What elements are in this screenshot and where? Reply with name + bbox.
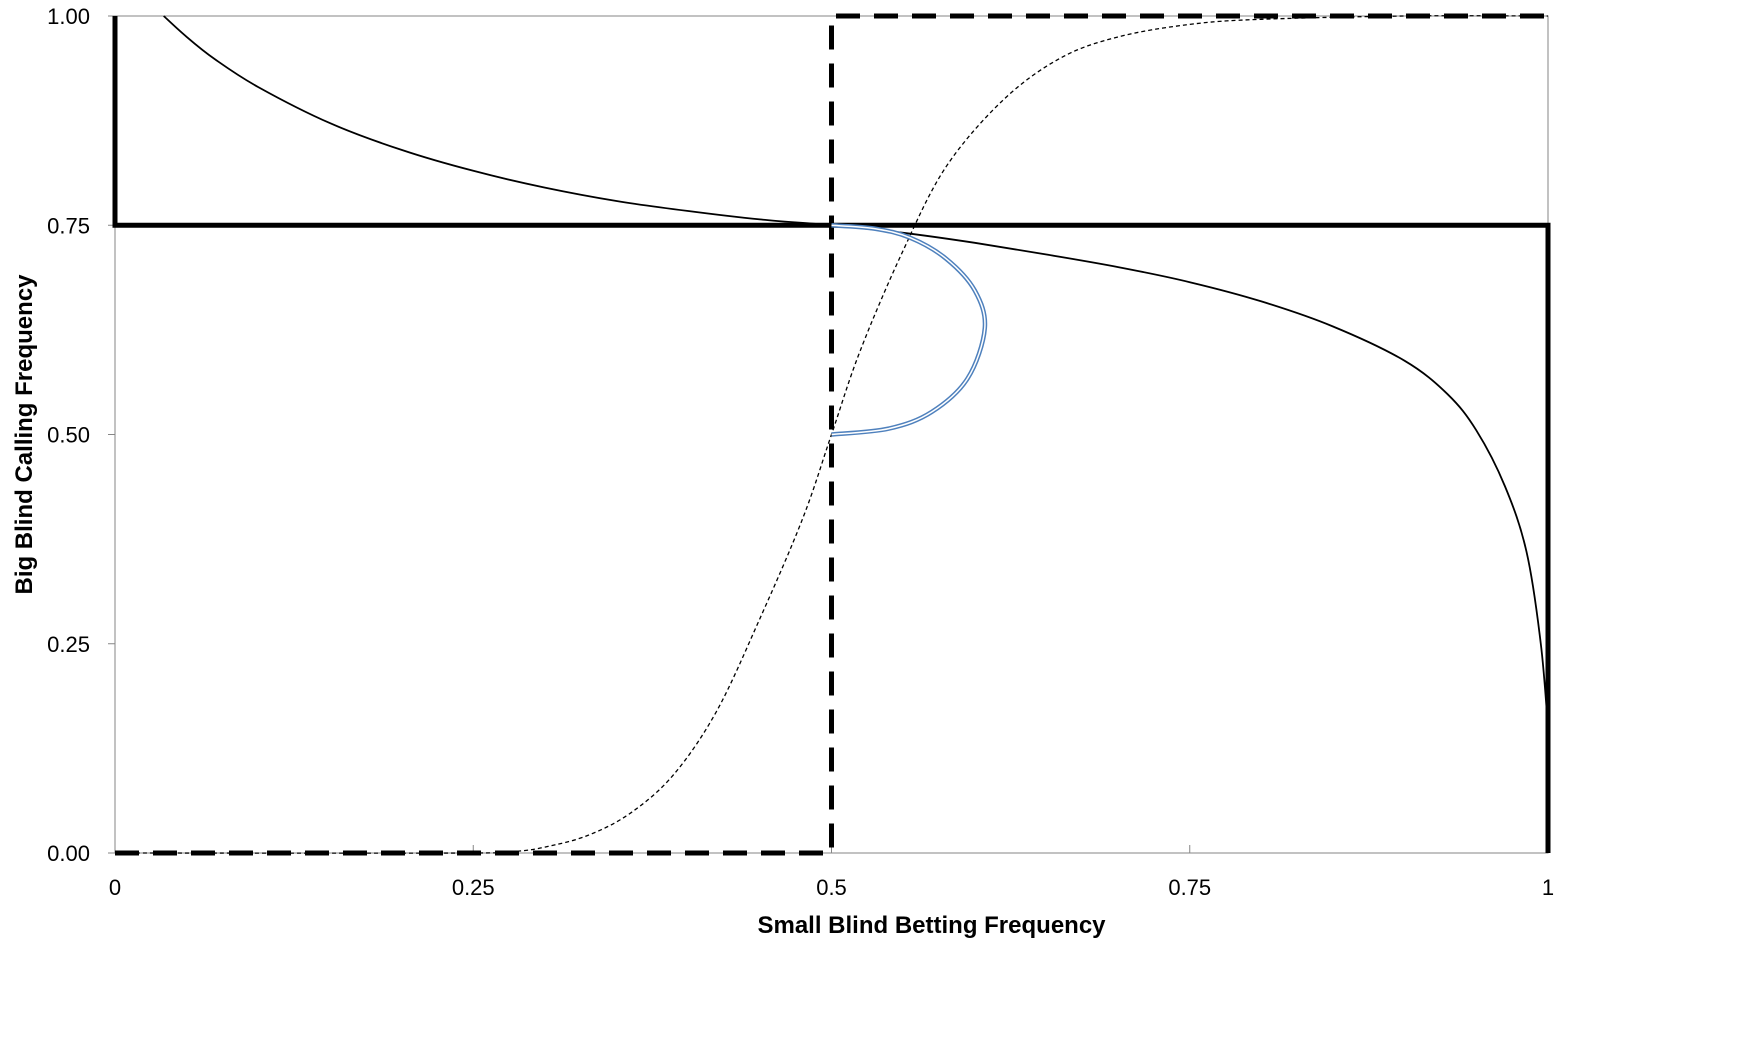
y-tick-label: 1.00	[47, 4, 90, 29]
x-tick-label: 0.75	[1168, 875, 1211, 900]
series-line-sb-indifference	[114, 15, 1549, 854]
x-tick-label: 0	[109, 875, 121, 900]
y-tick-label: 0.75	[47, 213, 90, 238]
x-tick-label: 0.25	[452, 875, 495, 900]
series-line-sb-best-response	[115, 13, 1548, 856]
series-line-bb-indifference	[163, 15, 1549, 728]
y-tick-label: 0.00	[47, 841, 90, 866]
y-axis-ticks: 0.00 0.25 0.50 0.75 1.00	[47, 4, 115, 866]
y-tick-label: 0.50	[47, 423, 90, 448]
y-axis-title: Big Blind Calling Frequency	[11, 274, 38, 595]
series-line-trajectory	[831, 223, 988, 437]
y-tick-label: 0.25	[47, 632, 90, 657]
x-axis-title: Small Blind Betting Frequency	[757, 912, 1106, 939]
series-layer	[112, 13, 1551, 856]
x-tick-label: 1	[1542, 875, 1554, 900]
series-line-trajectory-inner	[831, 224, 986, 436]
x-axis-ticks: 0 0.25 0.5 0.75 1	[109, 845, 1554, 900]
x-tick-label: 0.5	[816, 875, 847, 900]
